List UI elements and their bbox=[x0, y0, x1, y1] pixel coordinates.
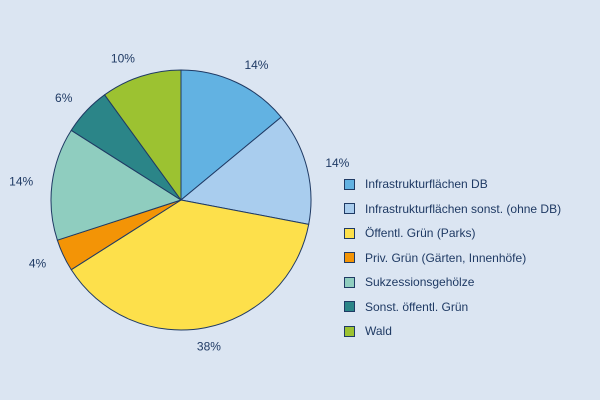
legend-label-6: Wald bbox=[365, 324, 392, 339]
legend-swatch-6 bbox=[344, 325, 355, 337]
legend-swatch-0 bbox=[344, 178, 355, 190]
legend-item-6: Wald bbox=[344, 319, 561, 344]
slice-label-2: 38% bbox=[197, 339, 221, 353]
legend-swatch-5 bbox=[344, 301, 355, 313]
slice-labels: 14% 14% 38% 4% 14% 6% 10% bbox=[9, 51, 350, 353]
pie-slice-1 bbox=[180, 116, 312, 225]
legend-item-5: Sonst. öffentl. Grün bbox=[344, 295, 561, 320]
legend-label-5: Sonst. öffentl. Grün bbox=[365, 299, 469, 314]
legend-item-3: Priv. Grün (Gärten, Innenhöfe) bbox=[344, 246, 561, 271]
legend-label-4: Sukzessionsgehölze bbox=[365, 275, 475, 290]
legend-item-1: Infrastrukturflächen sonst. (ohne DB) bbox=[344, 197, 561, 222]
slice-label-6: 10% bbox=[111, 51, 135, 65]
legend-label-1: Infrastrukturflächen sonst. (ohne DB) bbox=[365, 201, 562, 216]
legend-swatch-3 bbox=[344, 252, 355, 264]
legend-item-0: Infrastrukturflächen DB bbox=[344, 172, 561, 197]
legend-label-0: Infrastrukturflächen DB bbox=[365, 177, 488, 192]
pie-slice-0 bbox=[180, 69, 282, 201]
legend-swatch-2 bbox=[344, 227, 355, 239]
legend-label-3: Priv. Grün (Gärten, Innenhöfe) bbox=[365, 250, 527, 265]
slice-label-4: 14% bbox=[9, 174, 33, 188]
legend-item-2: Öffentl. Grün (Parks) bbox=[344, 221, 561, 246]
slice-label-3: 4% bbox=[29, 256, 47, 270]
legend: Infrastrukturflächen DB Infrastrukturfläc… bbox=[344, 172, 561, 344]
pie-slice-6 bbox=[104, 69, 182, 201]
slice-label-5: 6% bbox=[55, 91, 73, 105]
legend-swatch-4 bbox=[344, 276, 355, 288]
slice-label-1: 14% bbox=[325, 156, 349, 170]
slice-label-0: 14% bbox=[244, 58, 268, 72]
legend-swatch-1 bbox=[344, 203, 355, 215]
pie-slice-4 bbox=[50, 129, 182, 241]
legend-label-2: Öffentl. Grün (Parks) bbox=[365, 226, 476, 241]
legend-item-4: Sukzessionsgehölze bbox=[344, 270, 561, 295]
